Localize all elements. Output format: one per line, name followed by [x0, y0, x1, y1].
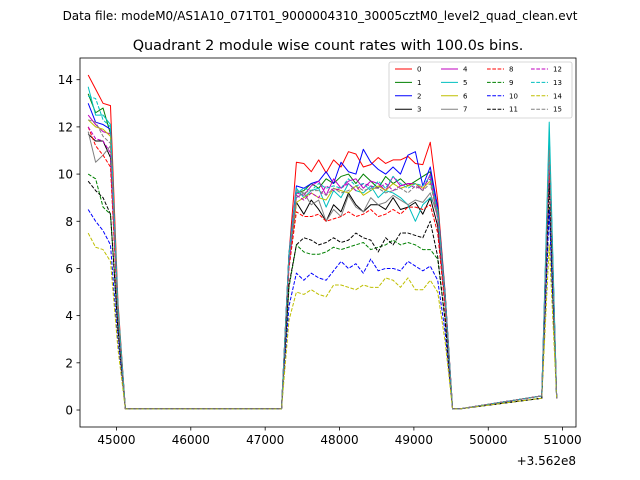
legend-label: 9: [509, 79, 513, 87]
x-tick-label: 46000: [172, 433, 210, 447]
y-tick-label: 4: [65, 309, 73, 323]
x-tick-label: 48000: [320, 433, 358, 447]
plot-area: [80, 58, 576, 427]
x-offset-label: +3.562e8: [517, 454, 576, 468]
series-line-14: [87, 232, 558, 410]
series-line-12: [87, 126, 558, 410]
y-tick-label: 10: [58, 168, 73, 182]
legend-label: 13: [553, 79, 562, 87]
x-tick-label: 50000: [469, 433, 507, 447]
chart-title: Quadrant 2 module wise count rates with …: [133, 38, 524, 54]
legend-label: 8: [509, 66, 513, 74]
x-tick-label: 51000: [544, 433, 582, 447]
legend-label: 2: [417, 92, 421, 100]
y-tick-label: 0: [65, 404, 73, 418]
y-tick-label: 6: [65, 262, 73, 276]
y-axis: 0 2 4 6 8 10 12 14: [58, 73, 80, 418]
legend-label: 5: [463, 79, 467, 87]
legend-label: 14: [553, 92, 562, 100]
y-tick-label: 8: [65, 215, 73, 229]
legend-label: 4: [463, 66, 468, 74]
x-axis: 45000 46000 47000 48000 49000 50000 51000: [97, 427, 582, 447]
legend-label: 11: [509, 106, 518, 114]
x-tick-label: 49000: [395, 433, 433, 447]
y-tick-label: 14: [58, 73, 73, 87]
legend-label: 12: [553, 66, 562, 74]
axes-frame: [79, 57, 577, 428]
series-line-10: [87, 208, 558, 410]
legend-label: 15: [553, 106, 562, 114]
x-tick-label: 45000: [97, 433, 135, 447]
data-file-header: Data file: modeM0/AS1A10_071T01_90000043…: [62, 9, 578, 23]
legend-label: 7: [463, 106, 467, 114]
x-tick-label: 47000: [246, 433, 284, 447]
y-tick-label: 12: [58, 120, 73, 134]
legend-label: 3: [417, 106, 421, 114]
legend-label: 0: [417, 66, 421, 74]
legend-label: 6: [463, 92, 468, 100]
legend-label: 10: [509, 92, 518, 100]
series-lines: [87, 74, 558, 410]
legend-label: 1: [417, 79, 421, 87]
y-tick-label: 2: [65, 356, 73, 370]
series-line-15: [88, 119, 558, 410]
legend-box: [388, 61, 573, 119]
